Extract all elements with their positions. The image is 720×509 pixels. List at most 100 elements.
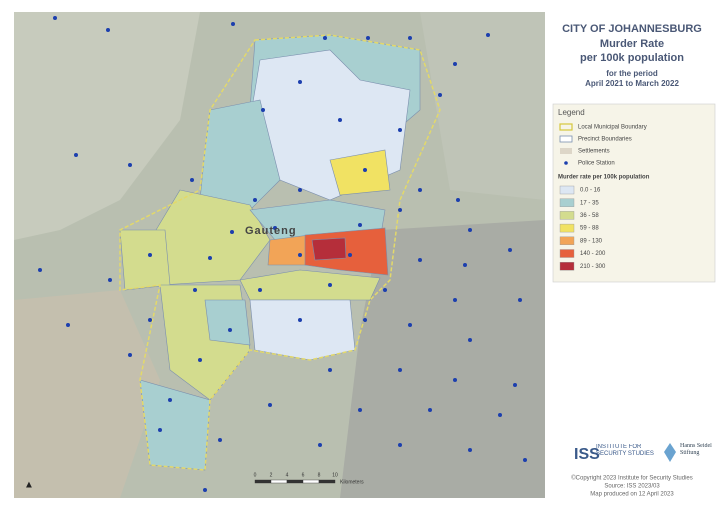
police-station <box>366 36 370 40</box>
scale-label: 4 <box>286 472 289 478</box>
precinct <box>249 299 356 361</box>
legend-class-label: 59 - 88 <box>580 226 599 232</box>
police-station <box>203 488 207 492</box>
legend-class-swatch <box>559 223 575 233</box>
precinct <box>267 234 311 266</box>
legend-label: Local Municipal Boundary <box>578 125 647 131</box>
police-station <box>230 230 234 234</box>
police-station <box>253 198 257 202</box>
police-station <box>298 253 302 257</box>
legend-label: Precinct Boundaries <box>578 137 632 143</box>
legend-swatch <box>560 148 572 154</box>
precinct <box>249 199 386 241</box>
police-station <box>74 153 78 157</box>
scale-label: 10 <box>332 472 338 478</box>
title: per 100k population <box>580 52 684 64</box>
credit: Map produced on 12 April 2023 <box>590 492 674 498</box>
terrain <box>14 12 200 240</box>
police-station <box>148 318 152 322</box>
municipal-boundary <box>119 34 441 471</box>
legend-label: Settlements <box>578 149 610 155</box>
legend-class-swatch <box>559 262 575 271</box>
police-station <box>128 353 132 357</box>
precinct <box>311 237 347 261</box>
police-station <box>258 288 262 292</box>
legend-class-swatch <box>559 211 575 220</box>
north-arrow: ▲ <box>24 480 34 491</box>
terrain <box>420 12 545 200</box>
police-station <box>363 168 367 172</box>
police-station <box>323 36 327 40</box>
iss-name-box: INSTITUTE FOR SECURITY STUDIES <box>596 444 654 457</box>
police-station <box>468 338 472 342</box>
police-station <box>428 408 432 412</box>
police-station <box>438 93 442 97</box>
hss-icon <box>664 443 676 462</box>
precinct <box>204 299 251 346</box>
police-station <box>38 268 42 272</box>
hss-name: Hanns Seidel Stiftung <box>680 443 712 456</box>
credit: Source: ISS 2023/03 <box>604 484 660 490</box>
police-station <box>463 263 467 267</box>
scale-label: 0 <box>254 472 257 478</box>
subtitle: for the period <box>606 69 658 78</box>
police-station <box>193 288 197 292</box>
scale-segment <box>302 479 320 484</box>
scale-label: 8 <box>318 472 321 478</box>
legend-swatch <box>559 123 573 131</box>
police-station <box>231 22 235 26</box>
police-station <box>453 298 457 302</box>
police-station <box>228 328 232 332</box>
police-station <box>513 383 517 387</box>
credit: ©Copyright 2023 Institute for Security S… <box>571 475 692 482</box>
iss-logo: ISS <box>574 446 600 463</box>
police-stations <box>38 16 527 492</box>
legend-label: Police Station <box>578 161 615 167</box>
scale-label: 6 <box>302 472 305 478</box>
police-station <box>498 413 502 417</box>
legend-swatch <box>559 135 573 143</box>
police-station <box>298 318 302 322</box>
police-station <box>398 208 402 212</box>
police-station <box>268 403 272 407</box>
police-station <box>453 378 457 382</box>
scale-segment <box>254 479 272 484</box>
police-station <box>66 323 70 327</box>
precincts <box>119 34 421 471</box>
police-station <box>408 36 412 40</box>
police-station <box>53 16 57 20</box>
police-station <box>468 228 472 232</box>
police-station <box>298 80 302 84</box>
legend-box <box>552 103 716 283</box>
police-station <box>468 448 472 452</box>
police-station <box>328 283 332 287</box>
police-station <box>408 323 412 327</box>
scale-segment <box>286 479 304 484</box>
precinct <box>329 149 391 196</box>
police-station <box>358 223 362 227</box>
iss-name: INSTITUTE FOR SECURITY STUDIES <box>596 444 654 457</box>
legend-class-label: 0.0 - 16 <box>580 188 601 194</box>
police-station <box>328 368 332 372</box>
settlements <box>340 220 545 498</box>
police-station <box>398 368 402 372</box>
scale-label: 2 <box>270 472 273 478</box>
legend-class-label: 210 - 300 <box>580 264 606 270</box>
police-station <box>453 62 457 66</box>
region-label: Gauteng <box>245 225 297 237</box>
police-station <box>108 278 112 282</box>
legend-class-swatch <box>559 236 575 246</box>
police-station <box>398 128 402 132</box>
police-station <box>261 108 265 112</box>
legend-class-swatch <box>559 249 575 258</box>
legend-class-swatch <box>559 198 575 207</box>
subtitle: April 2021 to March 2022 <box>585 79 679 88</box>
scale-unit: Kilometers <box>340 479 364 485</box>
police-station <box>298 188 302 192</box>
police-station <box>508 248 512 252</box>
police-station <box>456 198 460 202</box>
title: Murder Rate <box>600 38 664 50</box>
legend-class-label: 89 - 130 <box>580 238 603 244</box>
